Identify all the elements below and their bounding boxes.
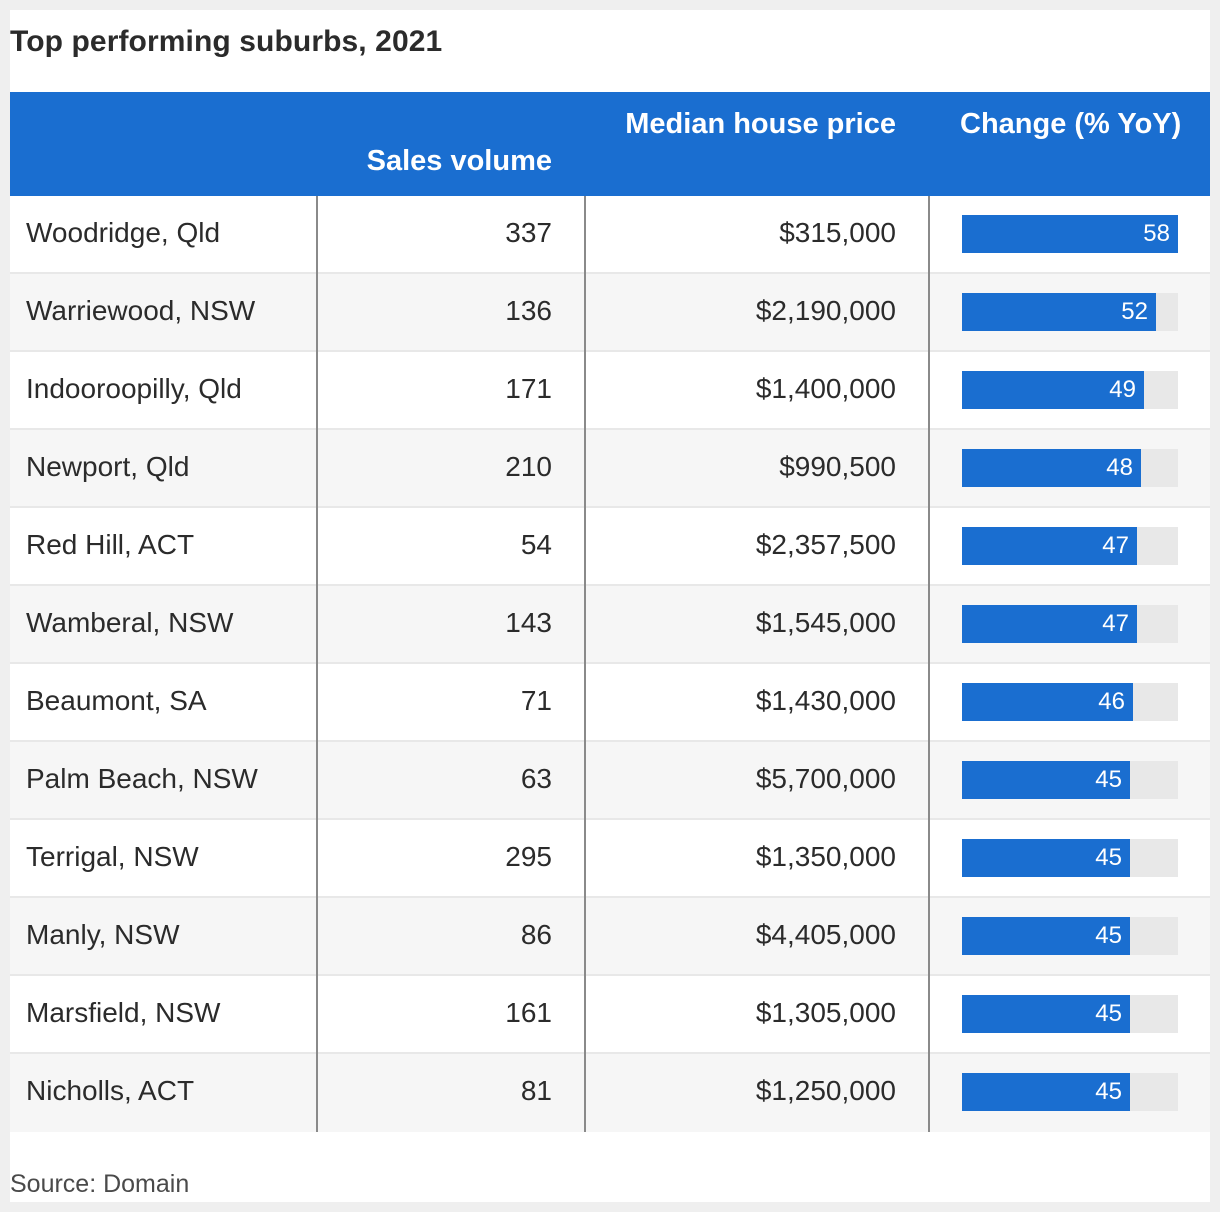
table-row: Beaumont, SA 71 $1,430,000 46 bbox=[10, 664, 1210, 742]
change-bar-track: 58 bbox=[962, 215, 1178, 253]
change-bar: 46 bbox=[962, 683, 1133, 721]
sales-volume-cell: 295 bbox=[505, 841, 552, 872]
change-value-label: 45 bbox=[1095, 766, 1122, 793]
suburb-cell: Manly, NSW bbox=[26, 919, 180, 950]
change-bar-track: 47 bbox=[962, 527, 1178, 565]
column-divider bbox=[316, 196, 318, 1132]
change-value-label: 52 bbox=[1121, 298, 1148, 325]
change-bar: 49 bbox=[962, 371, 1144, 409]
median-price-cell: $4,405,000 bbox=[755, 919, 896, 950]
change-value-label: 45 bbox=[1095, 1000, 1122, 1027]
chart-card: Top performing suburbs, 2021 Sales volum… bbox=[10, 10, 1210, 1202]
suburb-cell: Red Hill, ACT bbox=[26, 529, 195, 560]
median-price-cell: $5,700,000 bbox=[755, 763, 896, 794]
change-bar: 48 bbox=[962, 449, 1141, 487]
change-bar: 45 bbox=[962, 995, 1130, 1033]
header-median-house-price: Median house price bbox=[625, 108, 896, 140]
sales-volume-cell: 136 bbox=[505, 295, 552, 326]
suburb-cell: Palm Beach, NSW bbox=[26, 763, 258, 794]
suburb-cell: Woodridge, Qld bbox=[26, 217, 221, 248]
sales-volume-cell: 54 bbox=[520, 529, 552, 560]
header-change-yoy: Change (% YoY) bbox=[960, 108, 1182, 140]
median-price-cell: $315,000 bbox=[779, 217, 896, 248]
suburb-cell: Marsfield, NSW bbox=[26, 997, 221, 1028]
suburb-cell: Nicholls, ACT bbox=[26, 1075, 195, 1106]
change-bar: 45 bbox=[962, 839, 1130, 877]
change-value-label: 47 bbox=[1102, 610, 1129, 637]
change-bar-track: 45 bbox=[962, 917, 1178, 955]
median-price-cell: $2,357,500 bbox=[755, 529, 896, 560]
sales-volume-cell: 86 bbox=[520, 919, 552, 950]
sales-volume-cell: 171 bbox=[505, 373, 552, 404]
change-value-label: 58 bbox=[1143, 220, 1170, 247]
change-bar-track: 49 bbox=[962, 371, 1178, 409]
change-value-label: 45 bbox=[1095, 1078, 1122, 1105]
table-row: Marsfield, NSW 161 $1,305,000 45 bbox=[10, 976, 1210, 1054]
chart-title: Top performing suburbs, 2021 bbox=[10, 25, 443, 58]
suburb-cell: Warriewood, NSW bbox=[26, 295, 256, 326]
change-bar-track: 45 bbox=[962, 1073, 1178, 1111]
table-row: Newport, Qld 210 $990,500 48 bbox=[10, 430, 1210, 508]
median-price-cell: $1,350,000 bbox=[755, 841, 896, 872]
change-value-label: 45 bbox=[1095, 844, 1122, 871]
median-price-cell: $1,400,000 bbox=[755, 373, 896, 404]
table-row: Palm Beach, NSW 63 $5,700,000 45 bbox=[10, 742, 1210, 820]
table-row: Woodridge, Qld 337 $315,000 58 bbox=[10, 196, 1210, 274]
median-price-cell: $2,190,000 bbox=[755, 295, 896, 326]
change-value-label: 49 bbox=[1109, 376, 1136, 403]
median-price-cell: $1,305,000 bbox=[755, 997, 896, 1028]
table-row: Wamberal, NSW 143 $1,545,000 47 bbox=[10, 586, 1210, 664]
source-note: Source: Domain bbox=[10, 1170, 190, 1198]
median-price-cell: $1,545,000 bbox=[755, 607, 896, 638]
header-sales-volume: Sales volume bbox=[366, 145, 552, 177]
table-row: Indooroopilly, Qld 171 $1,400,000 49 bbox=[10, 352, 1210, 430]
suburb-cell: Newport, Qld bbox=[26, 451, 190, 482]
median-price-cell: $1,430,000 bbox=[755, 685, 896, 716]
sales-volume-cell: 81 bbox=[520, 1075, 552, 1106]
sales-volume-cell: 210 bbox=[505, 451, 552, 482]
change-value-label: 47 bbox=[1102, 532, 1129, 559]
table-row: Warriewood, NSW 136 $2,190,000 52 bbox=[10, 274, 1210, 352]
change-bar: 47 bbox=[962, 527, 1137, 565]
change-value-label: 48 bbox=[1106, 454, 1133, 481]
change-bar-track: 45 bbox=[962, 839, 1178, 877]
sales-volume-cell: 63 bbox=[520, 763, 552, 794]
median-price-cell: $1,250,000 bbox=[755, 1075, 896, 1106]
suburb-cell: Terrigal, NSW bbox=[26, 841, 199, 872]
data-table: Sales volume Median house price Change (… bbox=[10, 92, 1210, 1132]
change-bar-track: 48 bbox=[962, 449, 1178, 487]
change-value-label: 45 bbox=[1095, 922, 1122, 949]
change-bar: 45 bbox=[962, 917, 1130, 955]
change-bar-track: 46 bbox=[962, 683, 1178, 721]
change-bar: 58 bbox=[962, 215, 1178, 253]
table-header: Sales volume Median house price Change (… bbox=[10, 92, 1210, 196]
sales-volume-cell: 161 bbox=[505, 997, 552, 1028]
change-bar-track: 45 bbox=[962, 761, 1178, 799]
change-bar-track: 47 bbox=[962, 605, 1178, 643]
table-row: Manly, NSW 86 $4,405,000 45 bbox=[10, 898, 1210, 976]
sales-volume-cell: 71 bbox=[520, 685, 552, 716]
sales-volume-cell: 337 bbox=[505, 217, 552, 248]
table-row: Red Hill, ACT 54 $2,357,500 47 bbox=[10, 508, 1210, 586]
suburb-cell: Wamberal, NSW bbox=[26, 607, 234, 638]
change-bar-track: 45 bbox=[962, 995, 1178, 1033]
table-row: Terrigal, NSW 295 $1,350,000 45 bbox=[10, 820, 1210, 898]
table-body: Woodridge, Qld 337 $315,000 58 Warriewood, N… bbox=[10, 196, 1210, 1132]
change-bar: 45 bbox=[962, 1073, 1130, 1111]
suburb-cell: Beaumont, SA bbox=[26, 685, 207, 716]
table-row: Nicholls, ACT 81 $1,250,000 45 bbox=[10, 1054, 1210, 1132]
column-divider bbox=[584, 196, 586, 1132]
suburb-cell: Indooroopilly, Qld bbox=[26, 373, 242, 404]
change-bar: 45 bbox=[962, 761, 1130, 799]
change-bar: 52 bbox=[962, 293, 1156, 331]
change-bar-track: 52 bbox=[962, 293, 1178, 331]
sales-volume-cell: 143 bbox=[505, 607, 552, 638]
change-value-label: 46 bbox=[1098, 688, 1125, 715]
median-price-cell: $990,500 bbox=[779, 451, 896, 482]
change-bar: 47 bbox=[962, 605, 1137, 643]
column-divider bbox=[928, 196, 930, 1132]
